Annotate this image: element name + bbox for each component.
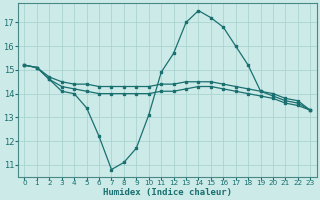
X-axis label: Humidex (Indice chaleur): Humidex (Indice chaleur) [103, 188, 232, 197]
